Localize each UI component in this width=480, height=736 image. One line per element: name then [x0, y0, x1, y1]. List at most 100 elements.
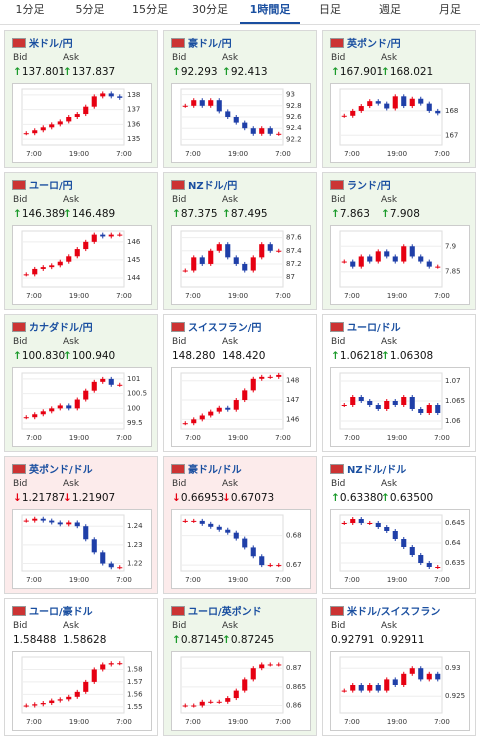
fx-panel[interactable]: スイスフラン/円 Bid 148.280 Ask 148.420 146 147 148 7:0…: [163, 314, 317, 452]
y-tick-label: 1.57: [127, 678, 143, 686]
ask-label: Ask: [63, 337, 80, 347]
pair-name: NZドル/ドル: [347, 465, 407, 476]
candle: [233, 532, 239, 539]
candle: [108, 378, 114, 385]
x-tick-label: 7:00: [185, 292, 201, 300]
candle: [225, 698, 231, 702]
tab[interactable]: 週足: [379, 3, 401, 16]
plot-frame: [339, 230, 443, 288]
chart-frame: [330, 651, 470, 731]
candle: [208, 250, 214, 264]
ask-price: 0.87245: [230, 634, 275, 646]
bid-price: 100.830: [21, 350, 66, 362]
fx-panel[interactable]: カナダドル/円 Bid ↑100.830 Ask ↑100.940 99.5 100 100.…: [4, 314, 158, 452]
y-tick-label: 92.6: [286, 113, 302, 121]
candle: [32, 268, 38, 275]
tab[interactable]: 1分足: [15, 3, 45, 16]
y-tick-label: 87.6: [286, 234, 302, 242]
tab[interactable]: 5分足: [75, 3, 105, 16]
fx-panel[interactable]: ランド/円 Bid ↑7.863 Ask ↑7.908 7.85 7.9 7:00 19:00 7…: [322, 172, 476, 310]
candle: [57, 121, 63, 125]
ask-label: Ask: [381, 53, 398, 63]
candle: [32, 414, 38, 418]
flag-icon: [330, 464, 344, 474]
candle: [208, 701, 214, 703]
candle: [208, 411, 214, 416]
candle: [242, 538, 248, 548]
chart-frame: [171, 509, 311, 589]
candle: [401, 96, 407, 107]
mini-chart: 144 145 146 7:00 19:00 7:00: [12, 225, 152, 305]
candle: [250, 378, 256, 391]
fx-panel[interactable]: 英ポンド/ドル Bid ↓1.21787 Ask ↓1.21907 1.22 1.23 1.2…: [4, 456, 158, 594]
fx-panel[interactable]: ユーロ/ドル Bid ↑1.06218 Ask ↑1.06308 1.06 1.065 1.0…: [322, 314, 476, 452]
candle: [117, 96, 123, 98]
mini-chart: 0.635 0.64 0.645 7:00 19:00 7:00: [330, 509, 470, 589]
flag-icon: [171, 180, 185, 190]
candle: [242, 122, 248, 129]
direction-arrow: ↑: [381, 208, 390, 220]
tab[interactable]: 1時間足: [240, 0, 300, 24]
fx-panel[interactable]: NZドル/円 Bid ↑87.375 Ask ↑87.495 87 87.2 87.4 87.6…: [163, 172, 317, 310]
bid-label: Bid: [13, 337, 28, 347]
y-tick-label: 144: [127, 274, 141, 282]
candle: [259, 376, 265, 379]
bid-price: 7.863: [339, 208, 370, 220]
candle: [233, 400, 239, 410]
candle: [182, 423, 188, 425]
tab[interactable]: 月足: [439, 3, 461, 16]
x-tick-label: 19:00: [69, 718, 89, 726]
y-tick-label: 0.87: [286, 664, 302, 672]
fx-panel[interactable]: 豪ドル/ドル Bid ↓0.66953 Ask ↓0.67073 0.67 0.68 7:00…: [163, 456, 317, 594]
mini-chart: 99.5 100 100.5 101 7:00 19:00 7:00: [12, 367, 152, 447]
fx-panel[interactable]: NZドル/ドル Bid ↑0.63380 Ask ↑0.63500 0.635 0.64 0.…: [322, 456, 476, 594]
fx-panel[interactable]: 米ドル/スイスフラン Bid 0.92791 Ask 0.92911 0.925 0.93 7…: [322, 598, 476, 736]
ask-label: Ask: [63, 53, 80, 63]
candle: [392, 531, 398, 539]
flag-icon: [12, 180, 26, 190]
fx-panel[interactable]: ユーロ/円 Bid ↑146.389 Ask ↑146.489 144 145 146 7:00…: [4, 172, 158, 310]
fx-panel[interactable]: ユーロ/英ポンド Bid ↑0.87145 Ask ↑0.87245 0.86 0.865 0…: [163, 598, 317, 736]
candle: [91, 669, 97, 682]
candle: [426, 563, 432, 567]
ask-label: Ask: [222, 621, 239, 631]
candle: [259, 556, 265, 566]
tab[interactable]: 15分足: [132, 3, 168, 16]
fx-panel[interactable]: 米ドル/円 Bid ↑137.801 Ask ↑137.837 135 136 137 138 7…: [4, 30, 158, 168]
candle: [242, 263, 248, 271]
candle: [401, 246, 407, 262]
candle: [276, 250, 282, 252]
fx-panel[interactable]: 豪ドル/円 Bid ↑92.293 Ask ↑92.413 92.2 92.4 92.6 92.…: [163, 30, 317, 168]
plot-frame: [339, 88, 443, 146]
candle: [409, 668, 415, 674]
y-tick-label: 168: [445, 107, 458, 115]
plot-frame: [180, 230, 284, 288]
candle: [91, 96, 97, 107]
candle: [392, 256, 398, 262]
tab[interactable]: 日足: [319, 3, 341, 16]
candle: [74, 114, 80, 117]
x-tick-label: 7:00: [344, 434, 360, 442]
fx-panel[interactable]: 英ポンド/円 Bid ↑167.901 Ask ↑168.021 167 168 7:00 19…: [322, 30, 476, 168]
tab[interactable]: 30分足: [192, 3, 228, 16]
candle: [108, 234, 114, 237]
bid-price: 167.901: [339, 66, 384, 78]
candle: [191, 705, 197, 707]
y-tick-label: 136: [127, 120, 141, 128]
y-tick-label: 99.5: [127, 419, 143, 427]
x-tick-label: 7:00: [434, 434, 450, 442]
direction-arrow: ↓: [63, 492, 72, 504]
fx-panel[interactable]: ユーロ/豪ドル Bid 1.58488 Ask 1.58628 1.55 1.56 1.57 1…: [4, 598, 158, 736]
plot-frame: [339, 656, 443, 714]
chart-frame: [171, 651, 311, 731]
candle: [117, 567, 123, 569]
bid-label: Bid: [13, 195, 28, 205]
direction-arrow: ↑: [63, 66, 72, 78]
flag-icon: [12, 606, 26, 616]
mini-chart: 146 147 148 7:00 19:00 7:00: [171, 367, 311, 447]
bid-label: Bid: [331, 621, 346, 631]
candle: [208, 100, 214, 106]
y-tick-label: 1.06: [445, 417, 461, 425]
candle: [83, 526, 89, 540]
y-tick-label: 1.24: [127, 522, 143, 530]
